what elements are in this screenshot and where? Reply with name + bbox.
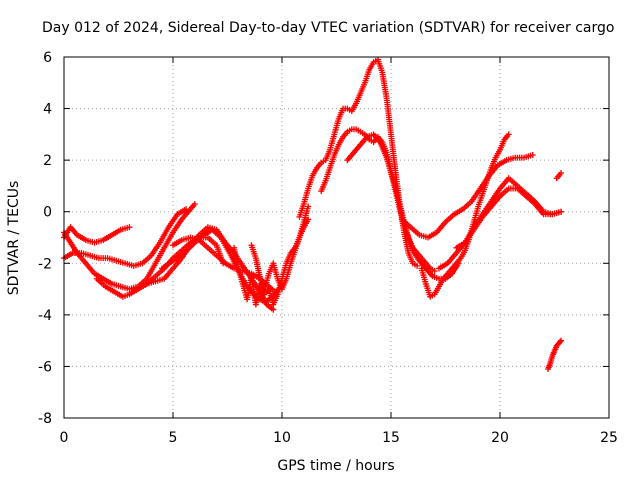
- data-point: [305, 203, 312, 210]
- y-tick-label: 2: [43, 153, 52, 169]
- axis-ticks: [63, 56, 610, 419]
- y-tick-label: 4: [43, 102, 52, 118]
- y-tick-label: -4: [38, 308, 52, 324]
- x-tick-labels: 0 5 10 15 20 25: [60, 430, 618, 446]
- y-tick-label: -2: [38, 256, 52, 272]
- data-point: [270, 306, 277, 313]
- y-tick-labels: -8 -6 -4 -2 0 2 4 6: [38, 50, 52, 427]
- data-point: [191, 200, 198, 207]
- data-point: [431, 268, 438, 275]
- series-track-16: [453, 185, 565, 251]
- x-tick-label: 10: [273, 430, 291, 446]
- x-tick-label: 5: [169, 430, 178, 446]
- data-point: [505, 131, 512, 138]
- data-point: [556, 338, 563, 345]
- y-tick-label: -6: [38, 359, 52, 375]
- data-point: [558, 208, 565, 215]
- x-tick-label: 25: [600, 430, 618, 446]
- y-tick-label: -8: [38, 411, 52, 427]
- x-tick-label: 20: [491, 430, 509, 446]
- x-tick-label: 0: [60, 430, 69, 446]
- data-point: [126, 224, 133, 231]
- data-point: [558, 170, 565, 177]
- series-track-2: [61, 206, 190, 269]
- data-points: [61, 56, 565, 373]
- x-tick-label: 15: [382, 430, 400, 446]
- y-tick-label: 6: [43, 50, 52, 66]
- series-track-14: [398, 151, 536, 241]
- chart-title: Day 012 of 2024, Sidereal Day-to-day VTE…: [42, 20, 614, 36]
- data-point: [558, 337, 565, 344]
- y-tick-label: 0: [43, 205, 52, 221]
- series-track-10: [296, 56, 421, 269]
- data-point: [529, 151, 536, 158]
- y-axis-label: SDTVAR / TECUs: [6, 181, 22, 296]
- series-track-17: [553, 170, 565, 182]
- series-track-9: [248, 203, 312, 293]
- series-track-18: [544, 337, 565, 373]
- plot-frame: [63, 56, 610, 419]
- data-point: [414, 262, 421, 269]
- x-axis-label: GPS time / hours: [277, 458, 394, 474]
